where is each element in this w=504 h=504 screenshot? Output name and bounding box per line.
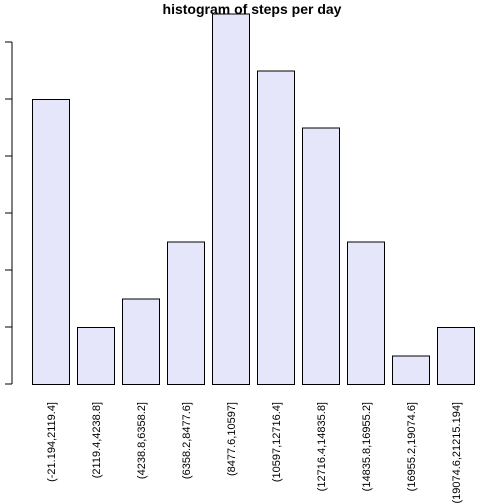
x-tick-label: (14835.8,16955.2] xyxy=(361,402,373,491)
x-tick-label: (-21.194,2119.4] xyxy=(46,402,58,482)
x-tick-label: (6358.2,8477.6] xyxy=(181,402,193,479)
bar xyxy=(32,99,70,385)
bar xyxy=(167,241,205,385)
bar xyxy=(122,298,160,385)
bars xyxy=(32,13,475,385)
x-tick-label: (16955.2,19074.6] xyxy=(406,402,418,491)
bar xyxy=(77,327,115,385)
y-axis xyxy=(5,41,13,385)
bar xyxy=(257,70,295,385)
x-tick-label: (12716.4,14835.8] xyxy=(316,402,328,491)
x-tick-label: (10597,12716.4] xyxy=(271,402,283,482)
bar xyxy=(392,355,430,385)
x-tick-labels: (-21.194,2119.4] (2119.4,4238.8] (4238.8,6… xyxy=(46,402,463,504)
bar xyxy=(437,327,475,385)
x-tick-label: (4238.8,6358.2] xyxy=(136,402,148,479)
bar xyxy=(347,241,385,385)
x-tick-label: (8477.6,10597] xyxy=(226,402,238,476)
bar xyxy=(302,127,340,385)
x-tick-label: (2119.4,4238.8] xyxy=(91,402,103,478)
x-tick-label: (19074.6,21215.194] xyxy=(451,402,463,504)
chart-title: histogram of steps per day xyxy=(163,1,342,17)
bar xyxy=(212,13,250,385)
